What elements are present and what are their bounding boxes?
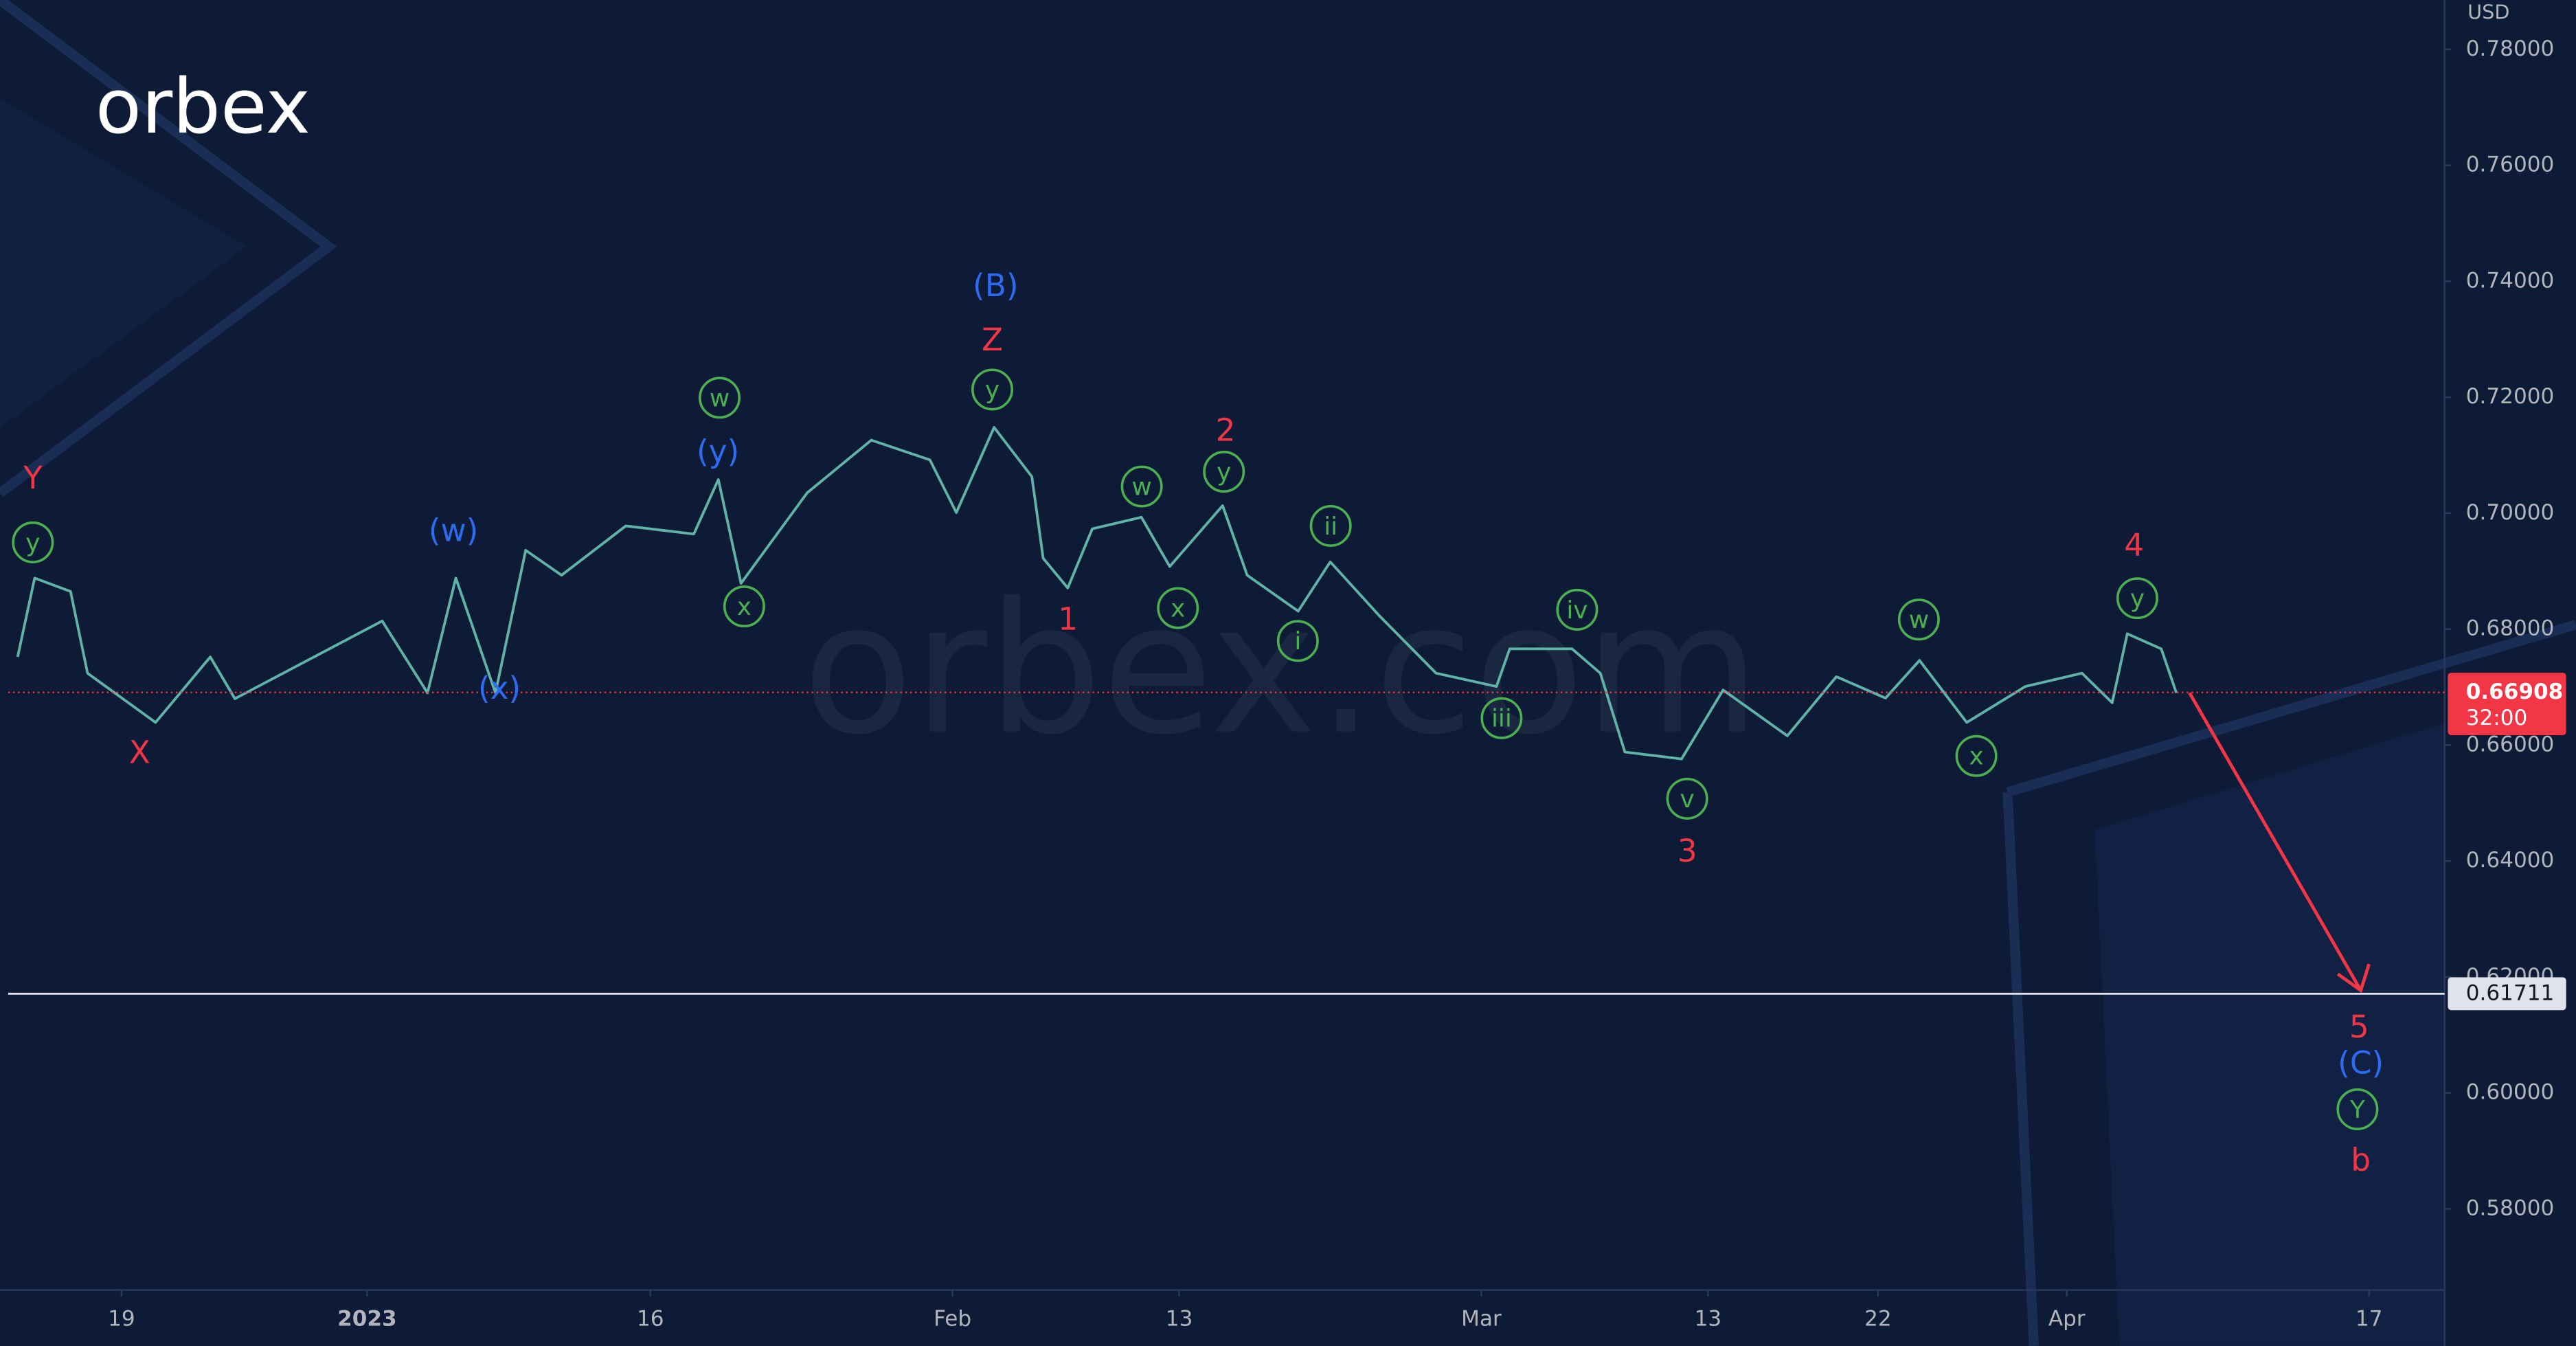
support-label: 0.61711 — [2466, 980, 2555, 1005]
watermark: orbex.com — [802, 565, 1760, 775]
y-tick-label: 0.68000 — [2466, 616, 2555, 641]
y-tick-label: 0.66000 — [2466, 732, 2555, 756]
wave-circle — [699, 377, 741, 419]
countdown: 32:00 — [2466, 706, 2528, 730]
y-tick-label: 0.60000 — [2466, 1080, 2555, 1105]
wave-label: y — [1217, 458, 1231, 486]
projection-arrow — [2188, 692, 2362, 991]
wave-circle — [1666, 777, 1708, 820]
wave-label: Z — [982, 322, 1003, 358]
x-tick-label: 13 — [1695, 1307, 1722, 1332]
wave-circle — [2116, 577, 2158, 620]
wave-label: (x) — [478, 670, 521, 706]
wave-label: 5 — [2349, 1009, 2369, 1045]
currency: USD — [2467, 0, 2509, 23]
current-price-badge — [2448, 673, 2566, 735]
wave-label: y — [25, 529, 40, 557]
wave-circle — [12, 521, 54, 563]
y-tick-label: 0.58000 — [2466, 1196, 2555, 1220]
arrow-head — [2336, 963, 2371, 994]
wave-label: (C) — [2338, 1044, 2384, 1081]
x-tick-label: Feb — [934, 1307, 971, 1332]
wave-label: y — [985, 376, 999, 404]
x-tick-label: 17 — [2355, 1307, 2383, 1332]
current-price-label: 0.66908 — [2466, 680, 2564, 704]
wave-circle — [1309, 504, 1352, 547]
wave-label: w — [1909, 606, 1929, 634]
y-tick-label: 0.72000 — [2466, 384, 2555, 409]
x-tick-label: 22 — [1864, 1307, 1892, 1332]
wave-label: (w) — [429, 513, 479, 549]
y-tick-label: 0.74000 — [2466, 268, 2555, 293]
wave-label: Y — [23, 460, 43, 496]
x-tick-label: Apr — [2048, 1307, 2086, 1332]
wave-label: 2 — [1216, 412, 1236, 449]
price-line — [16, 426, 2178, 761]
wave-label: b — [2351, 1141, 2371, 1178]
wave-circle — [1157, 587, 1199, 629]
wave-circle — [1897, 598, 1940, 641]
wave-circle — [723, 585, 765, 628]
wave-circle — [1276, 620, 1319, 662]
wave-label: w — [1131, 473, 1151, 501]
wave-circle — [1480, 697, 1523, 739]
support-badge — [2448, 977, 2566, 1011]
decor — [2094, 723, 2445, 1346]
wave-label: v — [1680, 785, 1695, 814]
decor — [0, 0, 337, 497]
y-tick-label: 0.78000 — [2466, 36, 2555, 61]
wave-label: (B) — [973, 267, 1019, 304]
wave-label: 3 — [1677, 833, 1697, 869]
decor — [2006, 620, 2576, 797]
decor — [0, 98, 247, 427]
wave-label: x — [1969, 743, 1983, 771]
wave-label: iv — [1566, 596, 1588, 625]
wave-label: X — [129, 734, 150, 770]
wave-label: (y) — [697, 434, 739, 470]
wave-label: w — [710, 384, 730, 412]
wave-circle — [2336, 1088, 2379, 1130]
y-tick-label: 0.64000 — [2466, 848, 2555, 873]
wave-circle — [1120, 465, 1163, 508]
x-tick-label: Mar — [1461, 1307, 1502, 1332]
x-tick-label: 16 — [637, 1307, 664, 1332]
wave-circle — [1955, 734, 1998, 777]
decor — [2002, 792, 2039, 1346]
x-tick-label: 2023 — [337, 1307, 396, 1332]
y-tick-label: 0.76000 — [2466, 153, 2555, 177]
wave-label: x — [1171, 594, 1185, 622]
wave-label: 4 — [2124, 527, 2144, 563]
wave-label: x — [737, 593, 752, 621]
x-tick-label: 13 — [1166, 1307, 1193, 1332]
wave-circle — [971, 368, 1014, 411]
logo: orbex — [95, 63, 310, 150]
wave-label: 1 — [1058, 601, 1078, 638]
x-tick-label: 19 — [108, 1307, 135, 1332]
wave-label: i — [1294, 627, 1301, 655]
wave-circle — [1203, 451, 1245, 493]
y-tick-label: 0.70000 — [2466, 500, 2555, 525]
wave-label: y — [2130, 585, 2145, 613]
wave-label: iii — [1491, 705, 1512, 733]
wave-label: ii — [1324, 513, 1337, 541]
wave-label: Y — [2349, 1096, 2365, 1124]
wave-circle — [1556, 588, 1598, 631]
